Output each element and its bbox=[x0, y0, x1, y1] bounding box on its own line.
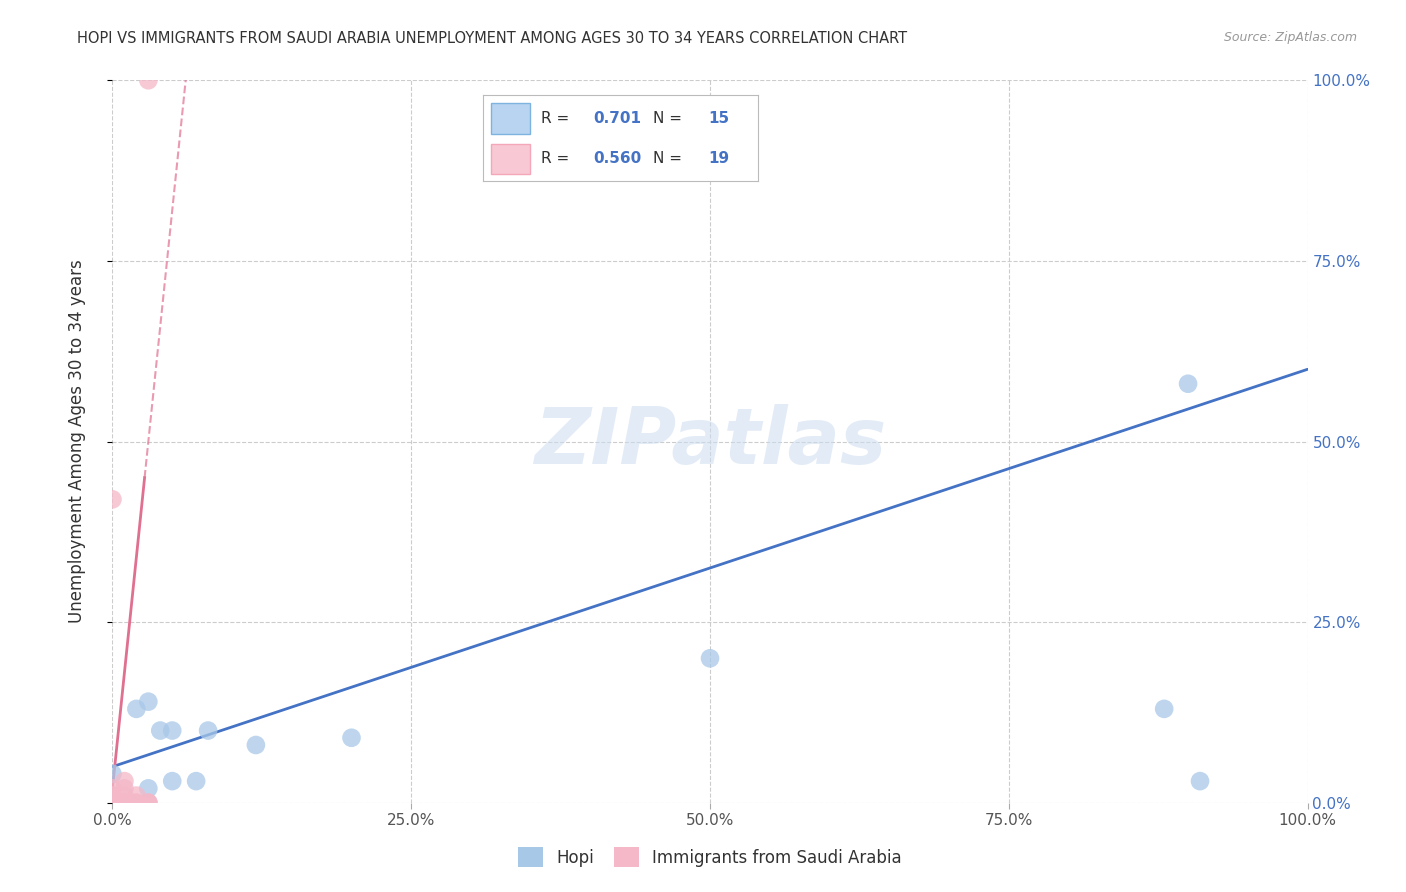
Point bbox=[138, 796, 160, 810]
Point bbox=[1189, 774, 1212, 789]
Point bbox=[114, 796, 135, 810]
Point bbox=[114, 774, 135, 789]
Point bbox=[114, 781, 135, 796]
Point bbox=[101, 767, 124, 781]
Point bbox=[101, 796, 124, 810]
Point bbox=[186, 774, 208, 789]
Point bbox=[101, 796, 124, 810]
Point bbox=[125, 789, 148, 803]
Point bbox=[101, 781, 124, 796]
Point bbox=[125, 796, 148, 810]
Point bbox=[101, 789, 124, 803]
Point bbox=[245, 738, 267, 752]
Point bbox=[149, 723, 172, 738]
Point bbox=[125, 702, 148, 716]
Point bbox=[138, 73, 160, 87]
Point bbox=[138, 781, 160, 796]
Point bbox=[114, 796, 135, 810]
Point bbox=[1153, 702, 1175, 716]
Point bbox=[125, 796, 148, 810]
Point bbox=[114, 789, 135, 803]
Point bbox=[1177, 376, 1199, 391]
Point bbox=[197, 723, 219, 738]
Point bbox=[138, 796, 160, 810]
Point bbox=[101, 789, 124, 803]
Text: Source: ZipAtlas.com: Source: ZipAtlas.com bbox=[1223, 31, 1357, 45]
Text: ZIPatlas: ZIPatlas bbox=[534, 403, 886, 480]
Text: HOPI VS IMMIGRANTS FROM SAUDI ARABIA UNEMPLOYMENT AMONG AGES 30 TO 34 YEARS CORR: HOPI VS IMMIGRANTS FROM SAUDI ARABIA UNE… bbox=[77, 31, 907, 46]
Point bbox=[138, 695, 160, 709]
Point bbox=[699, 651, 721, 665]
Point bbox=[162, 774, 183, 789]
Legend: Hopi, Immigrants from Saudi Arabia: Hopi, Immigrants from Saudi Arabia bbox=[512, 840, 908, 874]
Point bbox=[138, 796, 160, 810]
Point bbox=[340, 731, 363, 745]
Point bbox=[101, 492, 124, 507]
Point bbox=[162, 723, 183, 738]
Y-axis label: Unemployment Among Ages 30 to 34 years: Unemployment Among Ages 30 to 34 years bbox=[67, 260, 86, 624]
Point bbox=[101, 796, 124, 810]
